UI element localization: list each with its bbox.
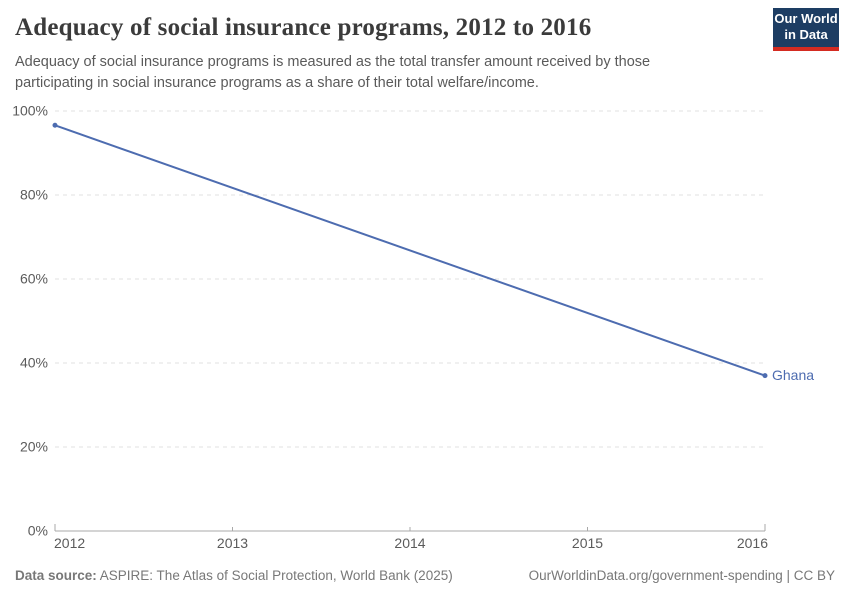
subtitle-line-2: participating in social insurance progra… — [15, 75, 539, 91]
x-tick-label: 2016 — [737, 535, 768, 551]
data-source: Data source: ASPIRE: The Atlas of Social… — [15, 568, 453, 583]
owid-logo: Our World in Data — [773, 8, 839, 51]
page-title: Adequacy of social insurance programs, 2… — [15, 14, 592, 41]
y-tick-label: 20% — [20, 439, 48, 455]
subtitle-line-1: Adequacy of social insurance programs is… — [15, 54, 651, 70]
line-chart-canvas: 0% 20% 40% 60% 80% 100% 2012 2013 2014 2015 2016 Gh… — [12, 103, 814, 552]
data-source-label: Data source: — [15, 568, 97, 583]
data-point-marker — [52, 122, 58, 128]
y-tick-label: 100% — [12, 103, 48, 119]
data-point-marker — [762, 373, 768, 379]
chart-footer: Data source: ASPIRE: The Atlas of Social… — [15, 568, 835, 583]
series-line — [54, 124, 766, 377]
chart-subtitle: Adequacy of social insurance programs is… — [15, 52, 650, 94]
x-tick-label: 2014 — [394, 535, 425, 551]
y-tick-label: 60% — [20, 271, 48, 287]
y-tick-label: 40% — [20, 355, 48, 371]
x-tick-label: 2012 — [54, 535, 85, 551]
data-source-text: ASPIRE: The Atlas of Social Protection, … — [96, 568, 453, 583]
owid-logo-line-1: Our World — [774, 11, 838, 26]
series-label[interactable]: Ghana — [772, 367, 814, 383]
y-tick-label: 80% — [20, 187, 48, 203]
y-tick-label: 0% — [28, 523, 48, 539]
license-url-text: OurWorldinData.org/government-spending |… — [528, 568, 835, 583]
owid-logo-line-2: in Data — [784, 27, 828, 42]
x-tick-label: 2015 — [572, 535, 603, 551]
x-tick-label: 2013 — [217, 535, 248, 551]
